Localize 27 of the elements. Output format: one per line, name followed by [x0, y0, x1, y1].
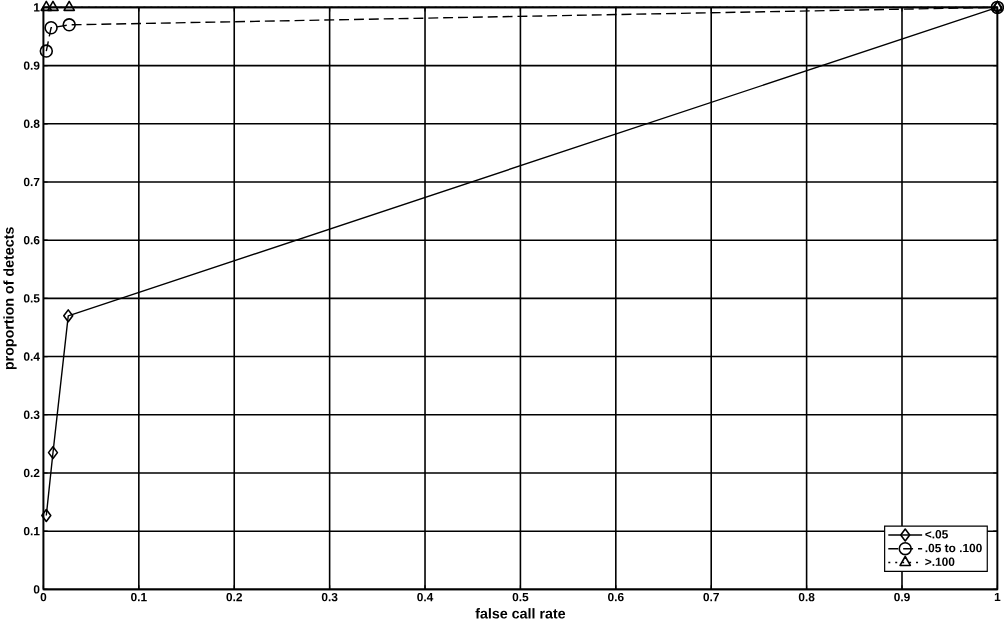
y-tick-label: 0.3: [23, 410, 40, 420]
legend-label: <.05: [925, 530, 948, 539]
x-tick-label: 0.8: [798, 592, 815, 602]
y-axis-title: proportion of detects: [3, 227, 17, 370]
y-tick-label: 0.8: [23, 119, 40, 129]
y-tick-label: 0.6: [23, 236, 40, 245]
y-tick-label: 0: [33, 585, 40, 594]
y-tick-label: 0.7: [23, 177, 40, 187]
x-tick-label: 0.1: [131, 592, 147, 602]
y-tick-label: 0.1: [23, 527, 40, 536]
y-tick-label: 0.4: [23, 352, 40, 361]
x-tick-label: 0.9: [894, 592, 910, 602]
x-tick-label: 0.3: [321, 592, 338, 602]
y-tick-label: 0.5: [23, 294, 40, 303]
x-axis-title: false call rate: [475, 608, 566, 619]
x-tick-label: 0.7: [703, 592, 719, 602]
y-tick-label: 1: [34, 3, 40, 12]
x-tick-label: 0.6: [608, 592, 624, 602]
x-tick-label: 0: [40, 592, 47, 602]
y-tick-label: 0.9: [23, 61, 40, 70]
y-tick-label: 0.2: [23, 468, 40, 478]
x-tick-label: 1: [994, 592, 1001, 602]
legend-label: >.100: [925, 557, 955, 567]
x-tick-label: 0.4: [417, 592, 434, 602]
x-tick-label: 0.2: [226, 592, 243, 602]
legend-label: .05 to .100: [925, 543, 982, 553]
x-tick-label: 0.5: [512, 592, 529, 602]
